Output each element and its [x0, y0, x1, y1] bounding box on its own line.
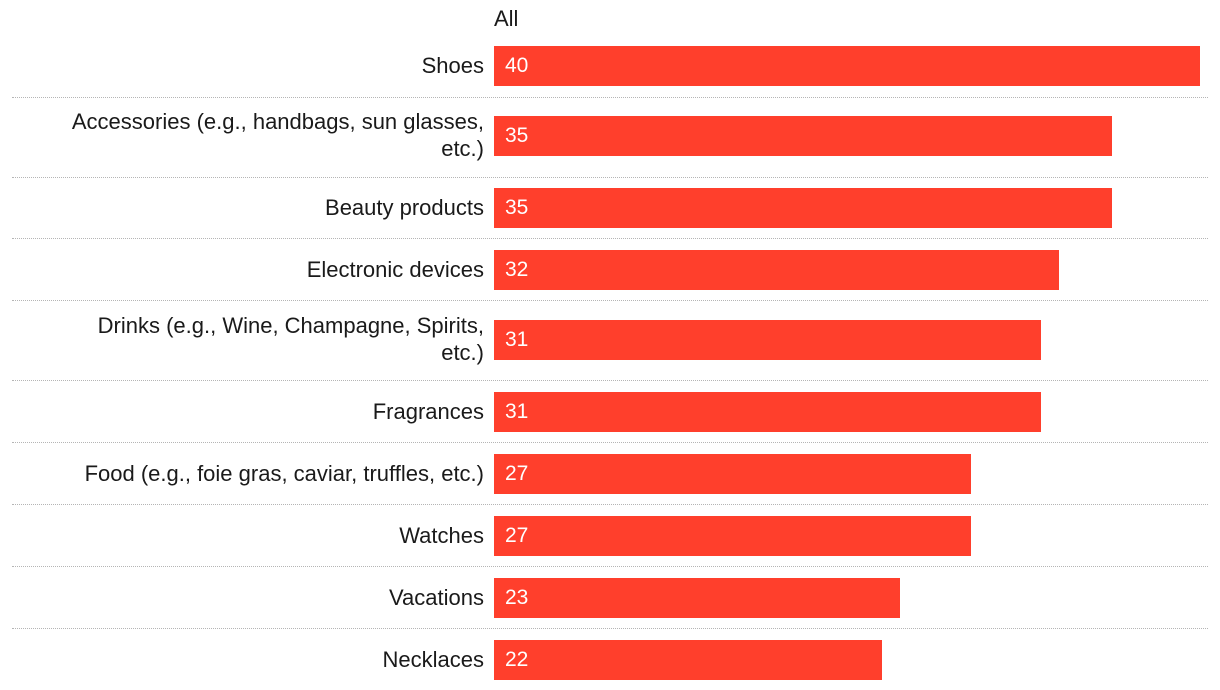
category-label-line: etc.) — [441, 340, 484, 365]
category-label-line: Watches — [399, 522, 484, 548]
category-label: Shoes — [4, 52, 484, 79]
bar — [494, 578, 900, 618]
bar — [494, 46, 1200, 86]
category-label: Watches — [4, 522, 484, 549]
category-label-line: Drinks (e.g., Wine, Champagne, Spirits, — [97, 313, 484, 338]
bar — [494, 320, 1042, 360]
category-label-line: Shoes — [421, 52, 484, 78]
bar-value-label: 22 — [505, 648, 529, 671]
category-label-line: Accessories (e.g., handbags, sun glasses… — [71, 109, 484, 134]
bar — [494, 116, 1112, 156]
category-label-line: Fragrances — [372, 398, 484, 424]
category-label-line: Electronic devices — [306, 256, 484, 282]
category-label-line: Beauty products — [325, 194, 484, 220]
row-divider — [12, 238, 1208, 239]
bar-value-label: 31 — [505, 328, 529, 351]
category-label: Electronic devices — [4, 256, 484, 283]
bar-value-label: 27 — [505, 462, 529, 485]
category-label-line: etc.) — [441, 136, 484, 161]
category-label: Vacations — [4, 584, 484, 611]
bar — [494, 250, 1059, 290]
bar — [494, 516, 971, 556]
row-divider — [12, 628, 1208, 629]
row-divider — [12, 300, 1208, 301]
row-divider — [12, 504, 1208, 505]
category-label-line: Necklaces — [382, 646, 484, 672]
bar-value-label: 35 — [505, 124, 529, 147]
category-label: Necklaces — [4, 646, 484, 673]
row-divider — [12, 566, 1208, 567]
category-label: Fragrances — [4, 398, 484, 425]
category-label: Food (e.g., foie gras, caviar, truffles,… — [4, 460, 484, 487]
category-label-line: Vacations — [389, 584, 484, 610]
bar — [494, 392, 1042, 432]
series-header: All — [494, 6, 519, 31]
category-label: Accessories (e.g., handbags, sun glasses… — [4, 108, 484, 162]
bar-value-label: 40 — [505, 54, 529, 77]
row-divider — [12, 177, 1208, 178]
bar-value-label: 35 — [505, 196, 529, 219]
row-divider — [12, 442, 1208, 443]
category-label: Beauty products — [4, 194, 484, 221]
bar — [494, 640, 883, 680]
category-label-line: Food (e.g., foie gras, caviar, truffles,… — [84, 460, 484, 486]
bar-value-label: 27 — [505, 524, 529, 547]
bar — [494, 188, 1112, 228]
bar-value-label: 23 — [505, 586, 529, 609]
bar-value-label: 32 — [505, 258, 529, 281]
category-label: Drinks (e.g., Wine, Champagne, Spirits, e… — [4, 312, 484, 366]
bar-value-label: 31 — [505, 400, 529, 423]
row-divider — [12, 97, 1208, 98]
bar — [494, 454, 971, 494]
row-divider — [12, 380, 1208, 381]
